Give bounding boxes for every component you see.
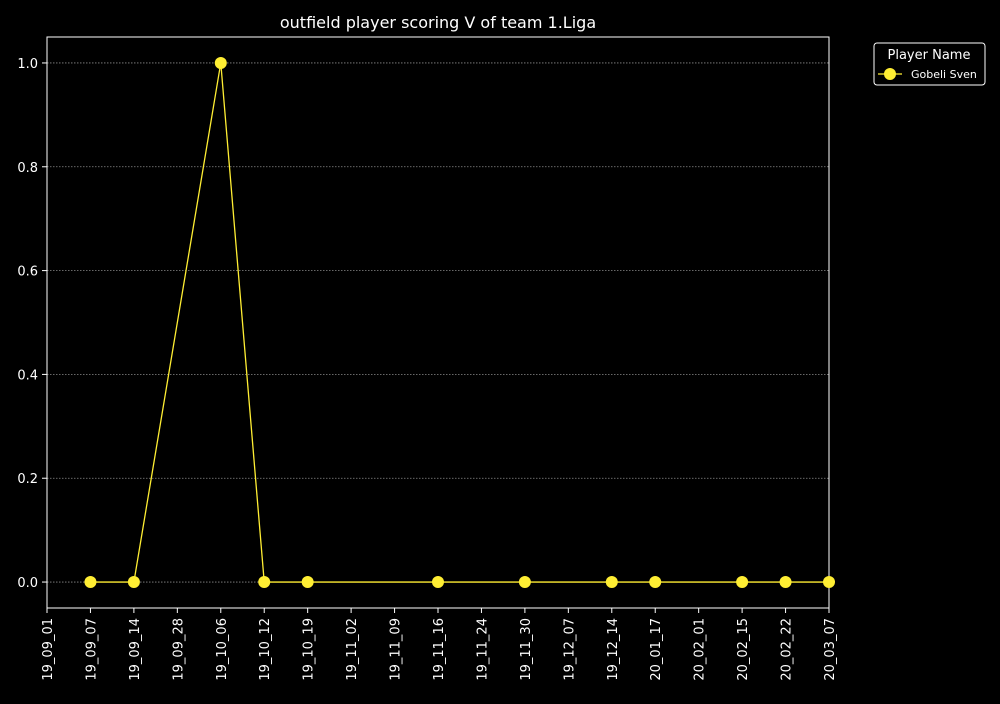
x-tick-label: 20_01_17 — [649, 618, 664, 681]
legend: Player Name Gobeli Sven — [873, 42, 986, 86]
x-tick-label: 19_09_28 — [171, 618, 186, 681]
plot-frame — [46, 36, 830, 609]
x-tick-label: 19_09_07 — [84, 618, 99, 681]
data-point — [518, 576, 531, 589]
data-point — [127, 576, 140, 589]
chart-title: outfield player scoring V of team 1.Liga — [280, 13, 596, 32]
data-point — [258, 576, 271, 589]
data-point — [779, 576, 792, 589]
x-tick-label: 19_11_30 — [519, 618, 534, 681]
x-tick-label: 19_11_09 — [389, 618, 404, 681]
axes: 0.0 0.2 0.4 0.6 0.8 1.0 19_09_01 19_09_07 19_09_… — [17, 36, 838, 681]
y-tick-label: 0.2 — [17, 472, 38, 487]
data-point — [432, 576, 444, 589]
data-point — [84, 576, 97, 589]
legend-entry-label: Gobeli Sven — [911, 68, 977, 81]
y-tick-label: 1.0 — [17, 57, 38, 72]
x-tick-label: 20_02_01 — [693, 618, 708, 681]
x-tick-label: 20_02_22 — [780, 618, 795, 681]
legend-marker-swatch — [884, 68, 896, 80]
x-tick-label: 19_10_19 — [302, 618, 317, 681]
x-tick-label: 19_09_01 — [41, 618, 56, 681]
y-tick-label: 0.4 — [17, 368, 38, 383]
legend-title: Player Name — [888, 48, 971, 63]
x-tick-label: 19_12_07 — [562, 618, 577, 681]
data-point — [605, 576, 618, 589]
data-point — [736, 576, 749, 589]
x-tick-label: 19_11_16 — [432, 618, 447, 681]
data-point — [214, 56, 227, 69]
y-tick-label: 0.8 — [17, 161, 38, 176]
x-tick-label: 19_11_24 — [475, 618, 490, 681]
data-point — [649, 576, 662, 589]
y-tick-label: 0.0 — [17, 576, 38, 591]
x-tick-label: 19_11_02 — [345, 618, 360, 681]
x-tick-label: 19_09_14 — [128, 618, 143, 681]
x-tick-label: 19_12_14 — [606, 618, 621, 681]
x-tick-label: 19_10_06 — [215, 618, 230, 681]
x-tick-label: 20_02_15 — [736, 618, 751, 681]
series-line — [90, 62, 829, 583]
data-point — [301, 576, 314, 589]
series-layer — [84, 56, 835, 589]
y-tick-label: 0.6 — [17, 265, 38, 280]
data-point — [823, 576, 835, 589]
x-tick-label: 19_10_12 — [258, 618, 273, 681]
x-tick-label: 20_03_07 — [823, 618, 838, 681]
